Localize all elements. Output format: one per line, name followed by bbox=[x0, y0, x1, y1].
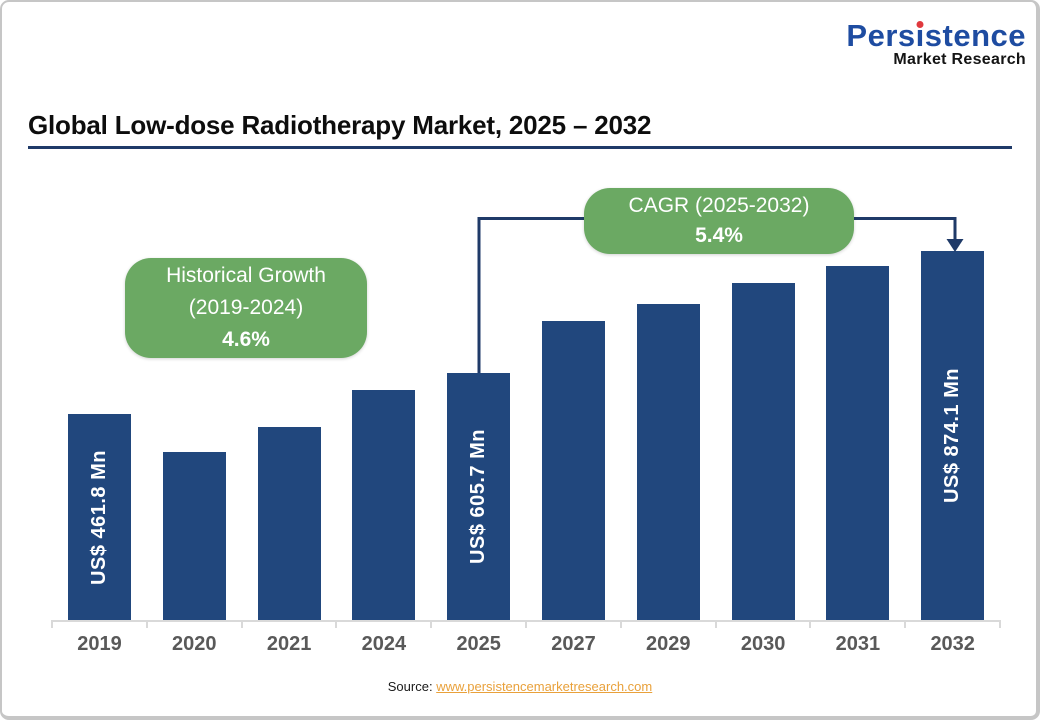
x-axis-tick bbox=[619, 620, 622, 628]
x-axis-label-2025: 2025 bbox=[456, 633, 501, 655]
pmr-logo: Persı stence Market Research bbox=[846, 20, 1026, 68]
source-link[interactable]: www.persistencemarketresearch.com bbox=[436, 679, 653, 694]
page-title: Global Low-dose Radiotherapy Market, 202… bbox=[28, 110, 652, 140]
logo-red-dot-icon bbox=[916, 21, 924, 28]
source-prefix: Source: bbox=[387, 679, 433, 694]
x-axis-label-2031: 2031 bbox=[835, 633, 881, 655]
historical-growth-callout: Historical Growth (2019-2024) 4.6% bbox=[125, 258, 367, 358]
x-axis-tick bbox=[999, 620, 1001, 628]
x-axis-tick bbox=[904, 620, 907, 628]
x-axis-tick bbox=[240, 620, 243, 628]
x-axis-label-2019: 2019 bbox=[77, 633, 122, 655]
historical-growth-period: (2019-2024) bbox=[188, 296, 304, 319]
bar-2019: US$ 461.8 Mn bbox=[67, 414, 131, 620]
cagr-callout: CAGR (2025-2032) 5.4% bbox=[584, 188, 854, 254]
bar-2021 bbox=[257, 427, 321, 620]
logo-subtitle: Market Research bbox=[893, 51, 1026, 68]
cagr-value: 5.4% bbox=[695, 224, 743, 247]
bar-2027 bbox=[541, 321, 605, 620]
x-axis-label-2024: 2024 bbox=[361, 633, 407, 655]
bar-2032: US$ 874.1 Mn bbox=[921, 251, 985, 620]
cagr-label: CAGR (2025-2032) bbox=[628, 194, 810, 217]
bar-2029 bbox=[636, 304, 700, 620]
x-axis-tick bbox=[145, 620, 148, 628]
x-axis-label-2030: 2030 bbox=[740, 633, 786, 655]
x-axis-label-2020: 2020 bbox=[172, 633, 217, 655]
historical-growth-value: 4.6% bbox=[222, 328, 270, 351]
x-axis-label-2021: 2021 bbox=[266, 633, 312, 655]
source-line: Source: www.persistencemarketresearch.co… bbox=[0, 679, 1040, 694]
bar-2031 bbox=[826, 266, 890, 620]
x-axis-tick bbox=[525, 620, 527, 628]
title-underline bbox=[28, 146, 1012, 149]
x-axis-tick bbox=[51, 620, 53, 628]
historical-growth-label: Historical Growth bbox=[166, 264, 326, 287]
bar-value-label-2032: US$ 874.1 Mn bbox=[941, 368, 964, 503]
bar-2030 bbox=[731, 283, 795, 620]
bar-2024 bbox=[352, 390, 416, 620]
bar-2025: US$ 605.7 Mn bbox=[447, 373, 511, 620]
x-axis-tick bbox=[809, 620, 812, 628]
x-axis-label-2027: 2027 bbox=[551, 633, 596, 655]
x-axis-label-2032: 2032 bbox=[930, 633, 975, 655]
x-axis-tick bbox=[335, 620, 338, 628]
x-axis-label-2029: 2029 bbox=[646, 633, 691, 655]
x-axis-tick bbox=[430, 620, 433, 628]
logo-letter-i: ı bbox=[915, 18, 925, 53]
x-axis-tick bbox=[714, 620, 717, 628]
bar-value-label-2019: US$ 461.8 Mn bbox=[87, 449, 110, 585]
logo-wordmark: Persı stence bbox=[846, 18, 1026, 53]
bar-value-label-2025: US$ 605.7 Mn bbox=[467, 429, 490, 564]
bar-2020 bbox=[162, 452, 226, 620]
